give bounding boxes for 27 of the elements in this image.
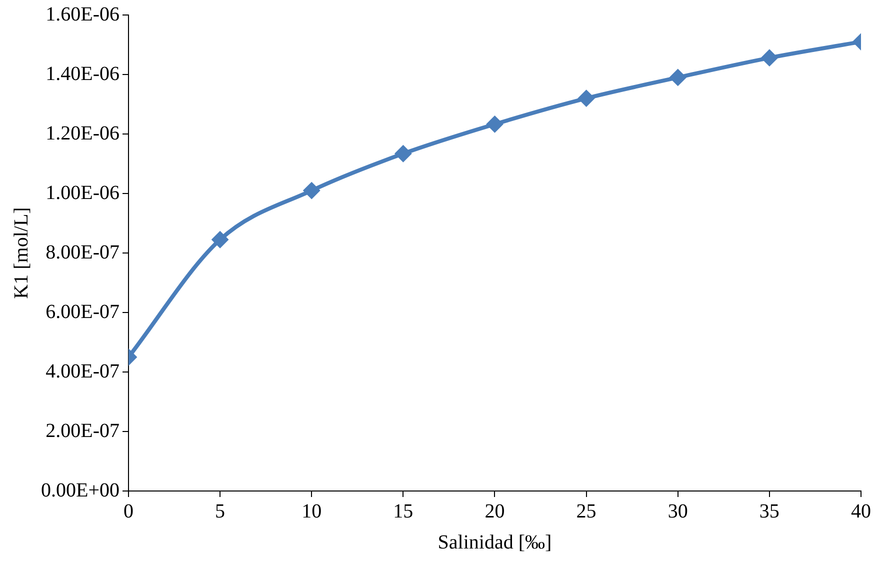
point <box>578 90 595 107</box>
x-tick-label: 0 <box>123 500 134 522</box>
y-tick-label: 4.00E-07 <box>46 360 120 382</box>
point <box>394 145 412 162</box>
x-tick-label: 20 <box>484 500 505 522</box>
point <box>669 68 686 86</box>
y-tick-label: 1.00E-06 <box>46 182 120 204</box>
y-tick-label: 1.20E-06 <box>46 122 120 144</box>
y-tick-label: 2.00E-07 <box>46 420 120 442</box>
point <box>486 116 504 133</box>
x-tick-label: 10 <box>302 500 322 522</box>
y-tick-label: 1.60E-06 <box>46 3 120 26</box>
x-tick-label: 5 <box>215 500 226 522</box>
x-tick-label: 40 <box>851 500 871 522</box>
x-axis-title: Salinidad [‰] <box>438 531 552 554</box>
point <box>212 231 229 248</box>
y-axis-title: K1 [mol/L] <box>10 207 32 299</box>
x-tick-label: 30 <box>668 500 688 522</box>
y-tick-label: 1.40E-06 <box>46 62 120 85</box>
x-tick-label: 15 <box>393 500 414 522</box>
y-tick-label: 8.00E-07 <box>46 241 120 264</box>
x-tick-label: 35 <box>759 500 780 522</box>
x-tick-label: 25 <box>576 500 596 522</box>
point <box>303 182 320 200</box>
point <box>760 49 778 66</box>
y-tick-label: 6.00E-07 <box>46 300 120 323</box>
y-tick-label: 0.00E+00 <box>40 479 120 502</box>
